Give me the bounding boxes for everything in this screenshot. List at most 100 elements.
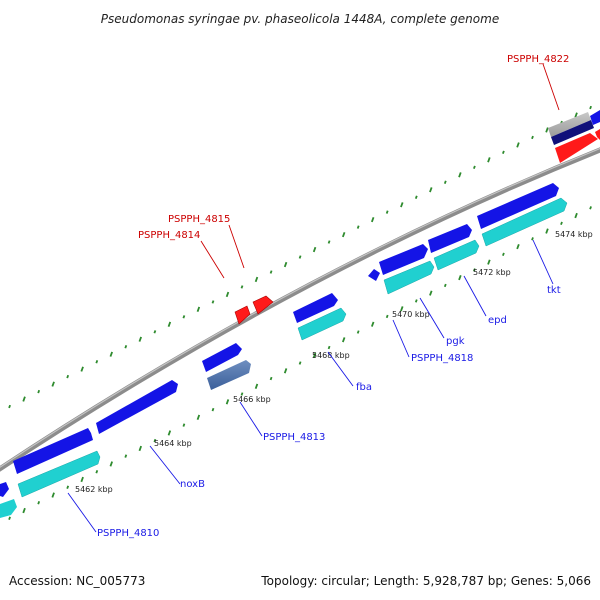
outer-track-dot (225, 291, 230, 298)
gene-left-edge[interactable] (0, 499, 17, 518)
inner-track-dot (531, 237, 534, 241)
inner-track-dot (153, 438, 157, 443)
inner-track-dot (37, 501, 41, 505)
outer-track-dot (458, 172, 462, 178)
feature-PSPPH_4822-gene[interactable] (548, 112, 591, 137)
cds-tkt[interactable] (477, 183, 559, 229)
outer-track-dot (487, 157, 491, 163)
cds-epd[interactable] (428, 224, 472, 253)
cds-left-edge[interactable] (0, 482, 9, 497)
outer-track-dot (95, 360, 99, 364)
outer-track-dot (269, 270, 273, 274)
inner-track-dot (370, 321, 375, 327)
inner-track-dot (167, 430, 172, 436)
cds-fba[interactable] (293, 293, 338, 323)
inner-track-dot (51, 492, 55, 498)
feature-PSPPH_4815[interactable] (252, 295, 274, 315)
outer-track-dot (473, 165, 476, 170)
outer-track-dot (414, 195, 418, 199)
gene-PSPPH_4813[interactable] (207, 360, 251, 390)
label-PSPPH_4822[interactable]: PSPPH_4822 (507, 54, 569, 65)
inner-track-dot (240, 392, 244, 396)
inner-track-dot (327, 345, 331, 350)
inner-track-dot (516, 243, 520, 250)
outer-track-dot (589, 105, 592, 110)
outer-track-dot (254, 276, 259, 283)
feature-PSPPH_4822-cds[interactable] (551, 120, 594, 145)
inner-track-dot (66, 485, 70, 489)
outer-track-dot (356, 225, 360, 229)
outer-track-dot (429, 187, 433, 193)
outer-track-dot (574, 112, 578, 118)
outer-track-dot (283, 261, 288, 268)
gene-pgk[interactable] (383, 260, 435, 295)
leader-noxB (149, 445, 181, 485)
label-PSPPH_4815[interactable]: PSPPH_4815 (168, 214, 230, 225)
inner-track-dot (560, 221, 563, 226)
inner-track-dot (8, 516, 11, 520)
outer-track-dot (138, 336, 142, 342)
inner-track-dot (385, 314, 389, 319)
outer-track-dot (443, 180, 447, 184)
inner-track-dot (80, 476, 84, 483)
genome-backbone-highlight (0, 147, 600, 468)
outer-track-dot (109, 351, 113, 357)
inner-track-dot (283, 368, 288, 374)
inner-track-dot (95, 470, 99, 474)
leader-PSPPH_4822 (542, 63, 560, 111)
inner-track-dot (298, 361, 302, 365)
outer-track-dot (400, 202, 404, 208)
gene-fba[interactable] (297, 307, 347, 341)
inner-track-dot (414, 299, 418, 303)
label-PSPPH_4813[interactable]: PSPPH_4813 (263, 432, 325, 443)
leader-PSPPH_4815 (228, 224, 245, 269)
label-tkt[interactable]: tkt (547, 285, 561, 296)
leader-lines (67, 63, 560, 533)
gene-PSPPH_4810[interactable] (17, 450, 101, 498)
gene-tkt[interactable] (481, 197, 568, 247)
cds-pgk[interactable] (379, 244, 428, 275)
feature-PSPPH_4814[interactable] (234, 305, 251, 325)
inner-track-dot (574, 212, 578, 219)
cds-noxB[interactable] (96, 380, 178, 434)
label-PSPPH_4818[interactable]: PSPPH_4818 (411, 353, 473, 364)
inner-track-dot (443, 283, 447, 288)
inner-track-dot (502, 252, 505, 257)
cds-PSPPH_4810[interactable] (13, 428, 93, 474)
outer-track-dot (516, 142, 520, 148)
accession-text: Accession: NC_005773 (9, 574, 145, 588)
inner-track-dot (473, 268, 476, 272)
feature-edge-red[interactable] (595, 129, 600, 140)
upper-features (234, 110, 600, 325)
outer-track-dot (124, 345, 128, 349)
feature-PSPPH_4822-red[interactable] (555, 133, 598, 163)
inner-track-dot (211, 407, 215, 412)
label-PSPPH_4810[interactable]: PSPPH_4810 (97, 528, 159, 539)
tick-label-5474: 5474 kbp (555, 230, 593, 239)
label-fba[interactable]: fba (356, 382, 372, 393)
label-epd[interactable]: epd (488, 315, 507, 326)
inner-track-dot (196, 414, 201, 420)
outer-track-dot (531, 135, 534, 140)
leader-pgk (419, 297, 445, 339)
feature-edge-blue[interactable] (590, 110, 600, 125)
cds-small[interactable] (368, 269, 380, 281)
inner-track-dot (109, 461, 113, 467)
outer-track-dot (211, 300, 215, 304)
outer-track-dot (182, 315, 186, 319)
inner-track-dot (22, 507, 26, 514)
inner-track-dot (589, 206, 592, 210)
outer-track-dot (385, 210, 389, 214)
gene-epd[interactable] (433, 239, 480, 271)
gene-labels: PSPPH_4822 PSPPH_4815 PSPPH_4814 PSPPH_4… (97, 54, 569, 539)
label-pgk[interactable]: pgk (446, 336, 465, 347)
outer-track-dot (298, 255, 302, 259)
inner-track-dot (458, 274, 462, 281)
cds-PSPPH_4813[interactable] (202, 343, 242, 372)
outer-track-dot (341, 231, 346, 238)
label-PSPPH_4814[interactable]: PSPPH_4814 (138, 230, 200, 241)
inner-track-dot (254, 383, 259, 389)
label-noxB[interactable]: noxB (180, 479, 205, 490)
leader-PSPPH_4818 (392, 319, 410, 358)
